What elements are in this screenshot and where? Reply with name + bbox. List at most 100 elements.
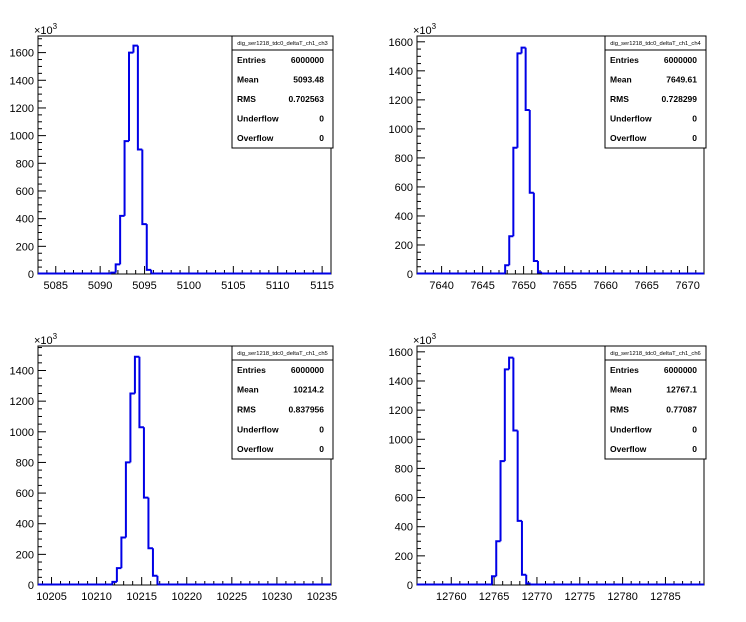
stats-underflow-label: Underflow: [237, 114, 279, 124]
histogram-panel: 12760 12765 12770 12775 12780 12785 0 200 400 600…: [389, 332, 707, 603]
y-tick-label: 1000: [389, 124, 413, 136]
stats-box-frame: [231, 345, 334, 460]
y-tick-label: 0: [407, 269, 413, 281]
stats-entries-value: 6000000: [664, 55, 697, 65]
y-tick-label: 0: [28, 269, 34, 281]
stats-box-frame: [231, 35, 334, 149]
stats-overflow-value: 0: [319, 133, 324, 143]
stats-overflow-label: Overflow: [610, 133, 647, 143]
x-tick-label: 10230: [262, 591, 293, 603]
stats-overflow-label: Overflow: [610, 444, 647, 454]
x-tick-label: 10210: [81, 591, 112, 603]
stats-overflow-value: 0: [692, 133, 697, 143]
histogram-bin: [124, 461, 131, 538]
histogram-bin: [147, 497, 153, 550]
stats-mean-label: Mean: [237, 385, 259, 395]
stats-underflow-value: 0: [692, 424, 697, 434]
x-tick-label: 5085: [44, 280, 68, 292]
x-tick-label: 7650: [511, 280, 535, 292]
histogram-bin: [114, 263, 121, 273]
histogram-bin: [123, 140, 130, 216]
y-exponent-label: ×103: [413, 22, 437, 37]
histogram-bin: [512, 146, 518, 237]
stats-entries-label: Entries: [610, 365, 639, 375]
y-tick-label: 1400: [389, 376, 413, 388]
x-tick-label: 7640: [429, 280, 453, 292]
stats-rms-label: RMS: [610, 94, 629, 104]
stats-entries-label: Entries: [237, 55, 266, 65]
x-tick-label: 7655: [552, 280, 576, 292]
histogram-bin: [132, 44, 138, 53]
y-tick-label: 1400: [10, 366, 34, 378]
stats-overflow-label: Overflow: [237, 133, 274, 143]
y-exponent-power: 3: [53, 332, 58, 341]
y-exponent-power: 3: [432, 22, 437, 31]
stats-rms-value: 0.837956: [289, 405, 325, 415]
y-tick-label: 800: [395, 153, 413, 165]
y-tick-label: 1200: [389, 405, 413, 417]
y-tick-label: 200: [395, 551, 413, 563]
histogram-bin: [110, 271, 116, 274]
histogram-bin: [111, 580, 117, 585]
y-tick-label: 200: [16, 241, 34, 253]
y-tick-label: 1400: [10, 75, 34, 87]
y-exponent-label: ×103: [34, 22, 58, 37]
stats-box: dig_ser1218_tdc0_deltaT_ch1_ch3 Entries 60…: [231, 35, 334, 149]
stats-title: dig_ser1218_tdc0_deltaT_ch1_ch3: [237, 41, 328, 47]
histogram-bin: [141, 149, 147, 226]
histogram-bin: [138, 356, 144, 429]
y-tick-label: 600: [16, 488, 34, 500]
histogram-bin: [151, 548, 158, 577]
histogram-bin: [499, 460, 505, 542]
stats-overflow-value: 0: [692, 444, 697, 454]
histogram-bin: [490, 575, 497, 585]
stats-entries-value: 6000000: [291, 55, 324, 65]
y-tick-label: 1000: [10, 427, 34, 439]
stats-underflow-label: Underflow: [610, 114, 652, 124]
x-tick-label: 5095: [132, 280, 156, 292]
stats-underflow-value: 0: [319, 424, 324, 434]
histogram-bin: [129, 392, 135, 463]
y-exponent-base: ×10: [413, 335, 432, 347]
y-exponent-label: ×103: [34, 332, 58, 347]
x-tick-label: 5100: [177, 280, 201, 292]
histogram-bin: [133, 355, 140, 394]
stats-entries-value: 6000000: [291, 365, 324, 375]
y-tick-label: 1600: [10, 48, 34, 60]
histogram-bin: [128, 51, 134, 142]
histogram-bin: [115, 567, 122, 582]
stats-mean-label: Mean: [610, 385, 632, 395]
x-tick-label: 7645: [470, 280, 494, 292]
stats-rms-value: 0.728299: [662, 94, 698, 104]
histogram-bin: [508, 356, 514, 370]
histogram-bin: [504, 264, 510, 274]
y-tick-label: 200: [16, 549, 34, 561]
histogram-bin: [525, 574, 531, 585]
x-tick-label: 12785: [650, 591, 681, 603]
x-tick-label: 10235: [307, 591, 338, 603]
stats-rms-value: 0.77087: [666, 405, 697, 415]
stats-mean-value: 7649.61: [666, 74, 697, 84]
y-tick-label: 0: [28, 580, 34, 592]
stats-title: dig_ser1218_tdc0_deltaT_ch1_ch5: [237, 351, 328, 357]
stats-mean-value: 5093.48: [293, 74, 324, 84]
histogram-bin: [536, 260, 543, 274]
histogram-bin: [528, 110, 534, 194]
x-tick-label: 7670: [675, 280, 699, 292]
stats-mean-value: 10214.2: [293, 385, 324, 395]
y-tick-label: 800: [16, 158, 34, 170]
stats-box-frame: [604, 35, 707, 149]
y-tick-label: 1000: [389, 434, 413, 446]
y-exponent-base: ×10: [34, 25, 53, 37]
x-tick-label: 5110: [266, 280, 290, 292]
stats-mean-value: 12767.1: [666, 385, 697, 395]
y-tick-label: 400: [16, 214, 34, 226]
stats-underflow-value: 0: [319, 114, 324, 124]
stats-overflow-label: Overflow: [237, 444, 274, 454]
stats-underflow-label: Underflow: [237, 424, 279, 434]
y-tick-label: 0: [407, 580, 413, 592]
stats-mean-label: Mean: [237, 74, 259, 84]
x-tick-label: 12760: [436, 591, 467, 603]
y-tick-label: 800: [395, 463, 413, 475]
